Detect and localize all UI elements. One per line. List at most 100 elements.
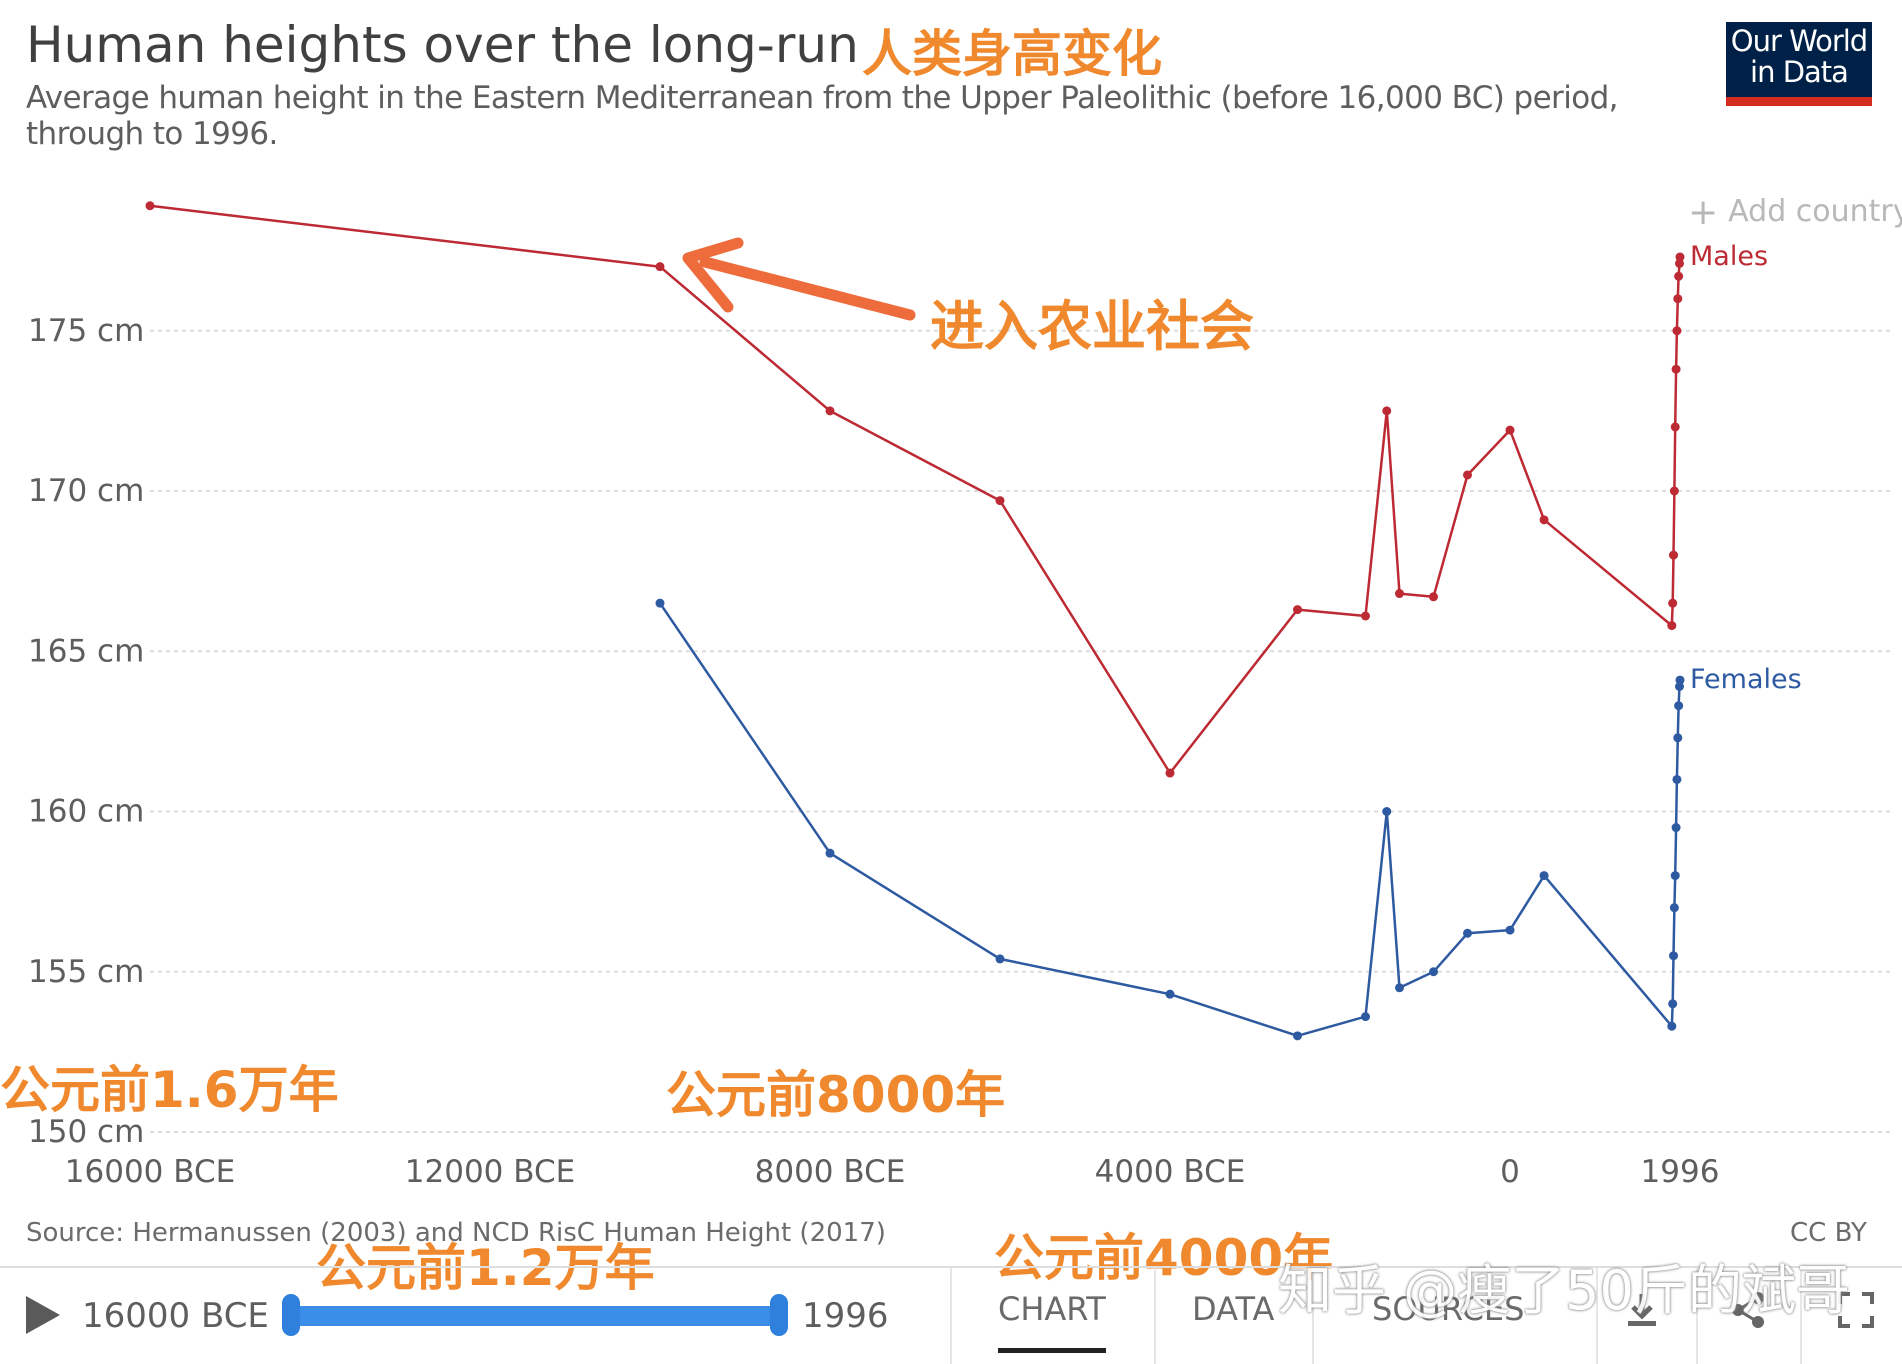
owid-logo[interactable]: Our World in Data	[1726, 22, 1872, 106]
data-point[interactable]	[1505, 925, 1515, 935]
y-tick-label: 175 cm	[28, 313, 144, 349]
fullscreen-icon[interactable]	[1836, 1290, 1876, 1330]
license-link[interactable]: CC BY	[1790, 1218, 1867, 1248]
data-point[interactable]	[1673, 294, 1683, 304]
data-point[interactable]	[1672, 774, 1682, 784]
data-point[interactable]	[1670, 871, 1680, 881]
line-chart: 150 cm 155 cm 160 cm 165 cm 170 cm 175 cm 160…	[28, 201, 1890, 1190]
data-point[interactable]	[825, 406, 835, 416]
data-point[interactable]	[1382, 807, 1392, 816]
series-line-males[interactable]	[149, 204, 1682, 775]
y-tick-label: 150 cm	[28, 1114, 144, 1150]
data-point[interactable]	[995, 954, 1005, 964]
data-point[interactable]	[1669, 486, 1679, 496]
chart-source: Source: Hermanussen (2003) and NCD RisC …	[26, 1218, 886, 1248]
agriculture-annotation: 进入农业社会	[930, 295, 1254, 358]
data-point[interactable]	[1675, 252, 1685, 262]
data-point[interactable]	[1505, 425, 1515, 435]
download-icon[interactable]	[1622, 1290, 1662, 1330]
data-point[interactable]	[1674, 271, 1684, 281]
data-point[interactable]	[1674, 258, 1684, 268]
divider	[1596, 1268, 1598, 1364]
divider	[950, 1268, 952, 1364]
bottom-toolbar: 16000 BCE 1996 CHART DATA SOURCES	[0, 1266, 1902, 1364]
series-group: Males Females	[145, 201, 1802, 1041]
y-tick-label: 155 cm	[28, 954, 144, 990]
data-point[interactable]	[1674, 682, 1684, 692]
data-point[interactable]	[1165, 768, 1175, 778]
data-point[interactable]	[1673, 733, 1683, 743]
x-tick-label: 16000 BCE	[65, 1154, 235, 1190]
data-point[interactable]	[1361, 611, 1370, 621]
data-point[interactable]	[1539, 871, 1549, 881]
series-label-males: Males	[1690, 241, 1768, 272]
data-point[interactable]	[1668, 999, 1678, 1009]
timeline-end-label: 1996	[802, 1296, 889, 1336]
x-axis-ticks: 16000 BCE 12000 BCE 8000 BCE 4000 BCE 0 1996	[65, 1154, 1720, 1190]
data-point[interactable]	[1671, 364, 1681, 374]
data-point[interactable]	[1668, 598, 1678, 608]
data-point[interactable]	[1675, 675, 1685, 685]
chart-title: Human heights over the long-run	[26, 16, 859, 74]
tab-data[interactable]: DATA	[1192, 1290, 1275, 1328]
data-point[interactable]	[1672, 326, 1682, 336]
timeline-start-label: 16000 BCE	[82, 1296, 269, 1336]
x-tick-label: 12000 BCE	[405, 1154, 575, 1190]
data-point[interactable]	[1674, 701, 1684, 711]
data-point[interactable]	[1669, 550, 1679, 560]
data-point[interactable]	[1429, 967, 1438, 977]
x-tick-label: 4000 BCE	[1095, 1154, 1246, 1190]
data-point[interactable]	[1165, 989, 1175, 999]
divider	[1696, 1268, 1698, 1364]
play-icon[interactable]	[26, 1296, 60, 1334]
data-point[interactable]	[1671, 823, 1681, 833]
bce-12000-annotation: 公元前1.2万年	[316, 1239, 655, 1297]
chart-subtitle: Average human height in the Eastern Medi…	[26, 80, 1619, 152]
data-point[interactable]	[1667, 621, 1677, 631]
add-country-button[interactable]: + Add country	[1688, 192, 1902, 233]
data-point[interactable]	[1670, 422, 1680, 432]
watermark: 知乎 @瘦了50斤的斌哥	[1278, 1259, 1850, 1322]
data-point[interactable]	[1395, 589, 1404, 599]
data-point[interactable]	[1293, 605, 1302, 615]
logo-line-2: in Data	[1750, 55, 1849, 89]
data-point[interactable]	[1669, 903, 1679, 913]
divider	[1312, 1268, 1314, 1364]
data-point[interactable]	[1382, 406, 1392, 416]
data-point[interactable]	[995, 496, 1005, 506]
data-point[interactable]	[655, 598, 665, 608]
title-cn-annotation: 人类身高变化	[862, 25, 1162, 83]
bce-16000-annotation: 公元前1.6万年	[0, 1061, 339, 1119]
y-tick-label: 170 cm	[28, 473, 144, 509]
data-point[interactable]	[1669, 951, 1679, 961]
timeline-start-handle[interactable]	[282, 1294, 300, 1336]
data-point[interactable]	[1293, 1031, 1302, 1041]
data-point[interactable]	[1361, 1012, 1370, 1022]
data-point[interactable]	[1539, 515, 1549, 525]
grid-lines	[150, 329, 1890, 1133]
x-tick-label: 1996	[1641, 1154, 1720, 1190]
data-point[interactable]	[1463, 470, 1472, 480]
divider	[1154, 1268, 1156, 1364]
share-icon[interactable]	[1728, 1290, 1768, 1330]
tab-chart[interactable]: CHART	[998, 1290, 1106, 1353]
timeline-end-handle[interactable]	[770, 1294, 788, 1336]
x-tick-label: 0	[1500, 1154, 1520, 1190]
data-point[interactable]	[655, 262, 665, 272]
data-point[interactable]	[1429, 592, 1438, 602]
timeline-slider-track[interactable]	[290, 1306, 780, 1326]
x-tick-label: 8000 BCE	[755, 1154, 906, 1190]
data-point[interactable]	[1395, 983, 1404, 993]
y-axis-ticks: 150 cm 155 cm 160 cm 165 cm 170 cm 175 cm	[28, 313, 144, 1150]
bce-4000-annotation: 公元前4000年	[994, 1229, 1334, 1287]
data-point[interactable]	[825, 848, 835, 858]
bce-8000-annotation: 公元前8000年	[666, 1066, 1006, 1124]
tab-sources[interactable]: SOURCES	[1372, 1290, 1525, 1328]
data-point[interactable]	[1463, 928, 1472, 938]
y-tick-label: 165 cm	[28, 633, 144, 669]
divider	[1800, 1268, 1802, 1364]
arrow-annotation	[682, 237, 916, 321]
data-point[interactable]	[1667, 1021, 1677, 1031]
logo-line-1: Our World	[1730, 24, 1868, 58]
data-point[interactable]	[145, 201, 155, 211]
